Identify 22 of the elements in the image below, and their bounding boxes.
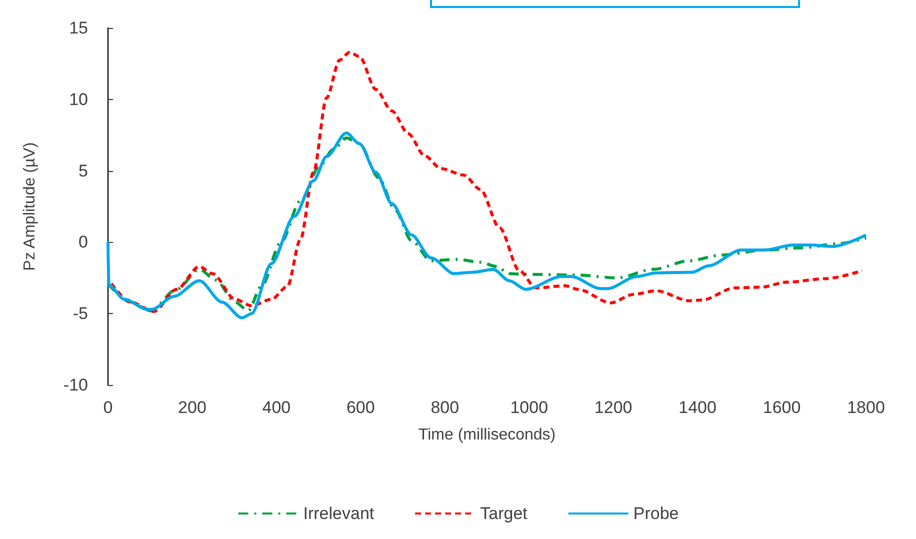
y-axis-title: Pz Amplitude (µV)	[22, 142, 38, 271]
legend-label: Irrelevant	[303, 504, 374, 523]
y-tick-label: 0	[78, 232, 88, 252]
y-tick-label: -10	[63, 376, 88, 394]
x-tick-label: 0	[103, 398, 113, 417]
x-tick-label: 1200	[594, 398, 632, 417]
x-tick-label: 1600	[762, 398, 801, 417]
x-tick-label: 1400	[678, 398, 716, 417]
y-tick-label: -5	[72, 304, 88, 324]
x-tick-label: 800	[430, 398, 460, 417]
x-tick-label: 1800	[847, 398, 885, 417]
x-tick-label: 1000	[510, 398, 548, 417]
legend-label: Probe	[633, 504, 679, 523]
legend-label: Target	[480, 504, 528, 523]
y-tick-label: 5	[78, 161, 88, 180]
y-tick-label: 10	[69, 90, 88, 109]
y-tick-label: 15	[69, 18, 88, 38]
x-tick-label: 600	[346, 398, 375, 417]
x-tick-label: 200	[178, 398, 206, 417]
x-axis-title: Time (milliseconds)	[418, 426, 556, 444]
x-tick-label: 400	[262, 398, 291, 417]
line-series	[110, 50, 864, 313]
